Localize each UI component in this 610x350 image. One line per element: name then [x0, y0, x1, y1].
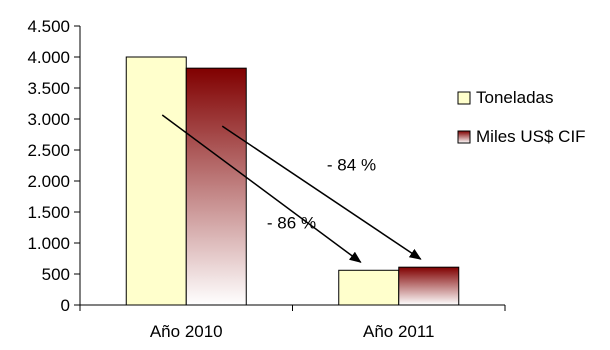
legend-swatch	[457, 91, 471, 105]
tick-labels: 0 500 1.000 1.500 2.000 2.500 3.000 3.500 4.000 4…	[27, 17, 434, 341]
y-tick-label: 4.000	[27, 48, 70, 67]
legend: Toneladas Miles US$ CIF	[457, 88, 586, 146]
change-annotation: - 86 %	[267, 214, 316, 233]
bar-toneladas-0	[125, 56, 187, 306]
y-tick-label: 1.500	[27, 203, 70, 222]
legend-label: Toneladas	[476, 88, 554, 107]
trend-arrow	[221, 125, 422, 260]
x-category-label: Año 2010	[150, 322, 223, 341]
legend-swatch	[457, 130, 471, 144]
y-tick-label: 4.500	[27, 17, 70, 36]
legend-label: Miles US$ CIF	[476, 127, 586, 146]
bars	[125, 56, 460, 306]
y-tick-label: 2.000	[27, 172, 70, 191]
y-tick-label: 500	[42, 265, 70, 284]
change-annotation: - 84 %	[327, 156, 376, 175]
trend-arrows	[161, 114, 422, 263]
y-tick-label: 1.000	[27, 234, 70, 253]
y-tick-label: 0	[61, 296, 70, 315]
y-tick-label: 3.000	[27, 110, 70, 129]
trend-arrow	[161, 114, 362, 263]
bar-miles-us-cif-0	[185, 67, 247, 306]
y-tick-label: 3.500	[27, 79, 70, 98]
bar-toneladas-1	[338, 269, 400, 306]
bar-miles-us-cif-1	[398, 266, 460, 306]
x-category-label: Año 2011	[363, 322, 435, 341]
y-tick-label: 2.500	[27, 141, 70, 160]
